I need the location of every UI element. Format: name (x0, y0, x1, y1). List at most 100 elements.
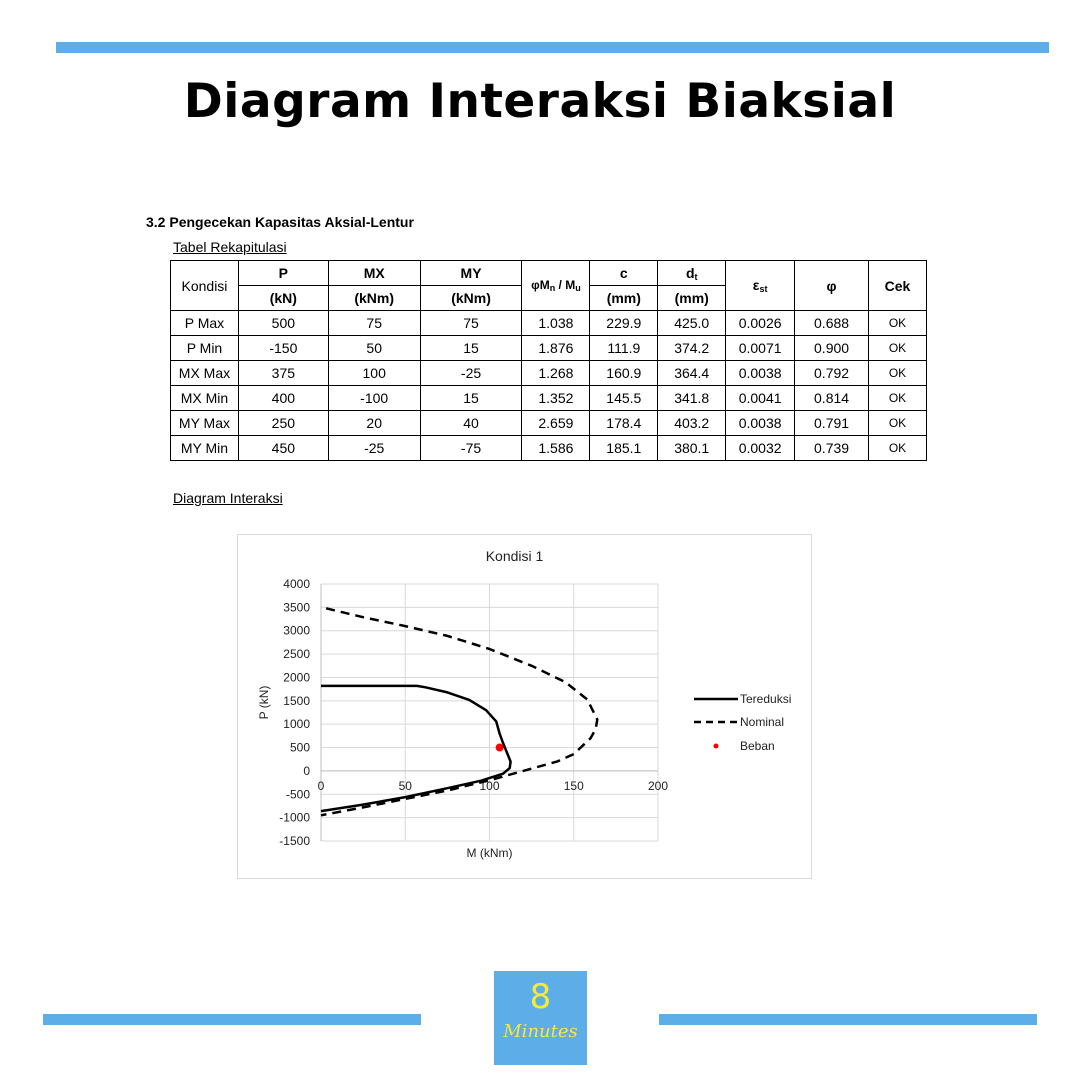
unit-my: (kNm) (419, 285, 523, 311)
header-eps: εst (725, 260, 796, 311)
chart-canvas: Kondisi 14000350030002500200015001000500… (257, 548, 791, 860)
legend-label: Beban (740, 739, 775, 753)
table-cell: 0.792 (794, 360, 869, 386)
x-tick-label: 0 (318, 779, 325, 793)
check-cell: OK (867, 310, 928, 336)
header-c: c (589, 260, 659, 286)
legend-label: Nominal (740, 715, 784, 729)
table-row: MX Min 400 -100 15 1.352 145.5 341.8 0.0041 0.81… (170, 385, 928, 411)
header-my: MY (419, 260, 523, 286)
table-cell: 425.0 (657, 310, 727, 336)
table-body: P Max 500 75 75 1.038 229.9 425.0 0.0026 0.688 OK… (170, 310, 928, 461)
y-axis-label: P (kN) (257, 686, 271, 720)
check-cell: OK (867, 410, 928, 436)
header-phi: φ (794, 260, 869, 311)
table-cell: -100 (327, 385, 421, 411)
table-row: MX Max 375 100 -25 1.268 160.9 364.4 0.0038 0.79… (170, 360, 928, 386)
chart-title: Kondisi 1 (486, 548, 544, 564)
table-cell: 111.9 (589, 335, 659, 361)
header-cek: Cek (867, 260, 928, 311)
table-cell: 0.0032 (725, 435, 796, 461)
table-cell: 380.1 (657, 435, 727, 461)
x-tick-label: 50 (399, 779, 413, 793)
header-mx: MX (327, 260, 421, 286)
check-cell: OK (867, 435, 928, 461)
table-cell: 185.1 (589, 435, 659, 461)
logo-number: 8 (529, 977, 552, 1017)
diagram-caption: Diagram Interaksi (173, 490, 283, 506)
header-p: P (237, 260, 329, 286)
y-tick-label: 2500 (283, 647, 310, 661)
table-header-row: Kondisi P MX MY φMn / Mu c dt εst φ Cek (170, 260, 928, 311)
y-tick-label: 3000 (283, 624, 310, 638)
table-cell: 15 (419, 385, 523, 411)
x-tick-label: 200 (648, 779, 668, 793)
table-cell: 40 (419, 410, 523, 436)
table-cell: 2.659 (521, 410, 591, 436)
row-label: MY Max (170, 410, 239, 436)
table-cell: -75 (419, 435, 523, 461)
legend-label: Tereduksi (740, 692, 791, 706)
row-label: MX Min (170, 385, 239, 411)
header-dt: dt (657, 260, 727, 286)
table-unit-row: (kN) (kNm) (kNm) (mm) (mm) (171, 285, 927, 311)
table-cell: 500 (237, 310, 329, 336)
table-cell: 0.814 (794, 385, 869, 411)
y-tick-label: 0 (303, 764, 310, 778)
series-beban-point (495, 743, 504, 752)
unit-mx: (kNm) (327, 285, 421, 311)
table-cell: -25 (327, 435, 421, 461)
table-cell: 0.791 (794, 410, 869, 436)
table-cell: 403.2 (657, 410, 727, 436)
table-cell: 20 (327, 410, 421, 436)
table-caption: Tabel Rekapitulasi (173, 239, 287, 255)
logo: 8 Minutes (494, 971, 587, 1065)
header-ratio: φMn / Mu (521, 260, 591, 311)
y-tick-label: -1000 (279, 811, 310, 825)
table-cell: 15 (419, 335, 523, 361)
table-cell: 0.0026 (725, 310, 796, 336)
table-cell: 450 (237, 435, 329, 461)
table-cell: 160.9 (589, 360, 659, 386)
y-tick-label: 2000 (283, 670, 310, 684)
y-tick-label: -1500 (279, 834, 310, 848)
table-cell: 229.9 (589, 310, 659, 336)
table-cell: -25 (419, 360, 523, 386)
check-cell: OK (867, 385, 928, 411)
header-kondisi: Kondisi (170, 260, 239, 311)
table-cell: 0.688 (794, 310, 869, 336)
table-cell: 400 (237, 385, 329, 411)
table-cell: 0.0071 (725, 335, 796, 361)
table-cell: 1.268 (521, 360, 591, 386)
legend-marker (713, 743, 719, 749)
table-row: P Min -150 50 15 1.876 111.9 374.2 0.0071 0.900 O… (170, 335, 928, 361)
table-cell: 1.586 (521, 435, 591, 461)
table-cell: 1.038 (521, 310, 591, 336)
table-cell: 364.4 (657, 360, 727, 386)
table-cell: -150 (237, 335, 329, 361)
recap-table: Kondisi P MX MY φMn / Mu c dt εst φ Cek … (170, 260, 928, 461)
row-label: MX Max (170, 360, 239, 386)
table-cell: 0.0041 (725, 385, 796, 411)
table-cell: 1.352 (521, 385, 591, 411)
logo-word: Minutes (503, 1021, 578, 1042)
table-cell: 1.876 (521, 335, 591, 361)
y-tick-label: 4000 (283, 577, 310, 591)
unit-dt: (mm) (657, 285, 727, 311)
bottom-left-accent-bar (43, 1014, 421, 1025)
check-cell: OK (867, 335, 928, 361)
table-cell: 100 (327, 360, 421, 386)
table-cell: 374.2 (657, 335, 727, 361)
table-cell: 145.5 (589, 385, 659, 411)
interaction-chart: Kondisi 1 4000 3500 3000 2500 2000 1500 1000 500… (237, 534, 812, 879)
table-cell: 0.739 (794, 435, 869, 461)
table-cell: 0.0038 (725, 410, 796, 436)
table-cell: 341.8 (657, 385, 727, 411)
table-cell: 375 (237, 360, 329, 386)
table-cell: 0.0038 (725, 360, 796, 386)
unit-c: (mm) (589, 285, 659, 311)
y-tick-label: -500 (286, 787, 310, 801)
table-cell: 0.900 (794, 335, 869, 361)
table-row: MY Max 250 20 40 2.659 178.4 403.2 0.0038 0.791 O… (170, 410, 928, 436)
top-accent-bar (56, 42, 1049, 53)
